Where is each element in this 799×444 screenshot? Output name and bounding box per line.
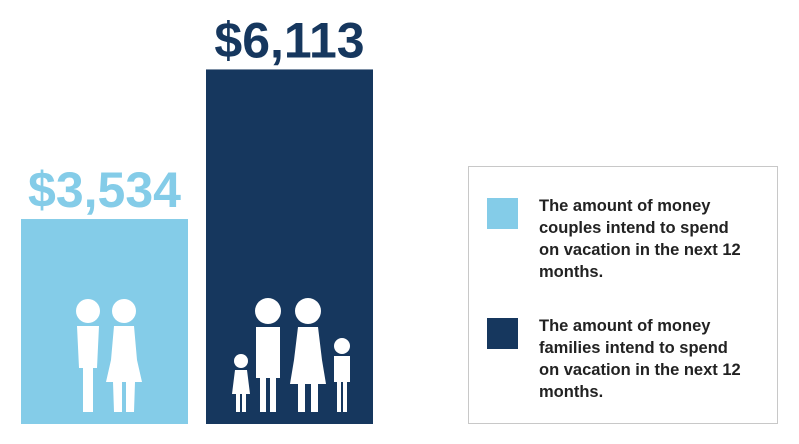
legend: The amount of money couples intend to sp… bbox=[468, 166, 778, 424]
couple-icon bbox=[76, 299, 142, 412]
legend-label-couples: The amount of money couples intend to sp… bbox=[539, 197, 741, 281]
family-icon bbox=[232, 298, 350, 412]
value-label-families: $6,113 bbox=[214, 12, 364, 68]
legend-swatch-couples bbox=[487, 198, 518, 229]
value-label-couples: $3,534 bbox=[28, 162, 181, 218]
legend-item-couples: The amount of money couples intend to sp… bbox=[487, 195, 744, 283]
bar-couples bbox=[21, 219, 188, 424]
legend-item-families: The amount of money families intend to s… bbox=[487, 315, 744, 403]
legend-swatch-families bbox=[487, 318, 518, 349]
legend-label-families: The amount of money families intend to s… bbox=[539, 317, 741, 401]
